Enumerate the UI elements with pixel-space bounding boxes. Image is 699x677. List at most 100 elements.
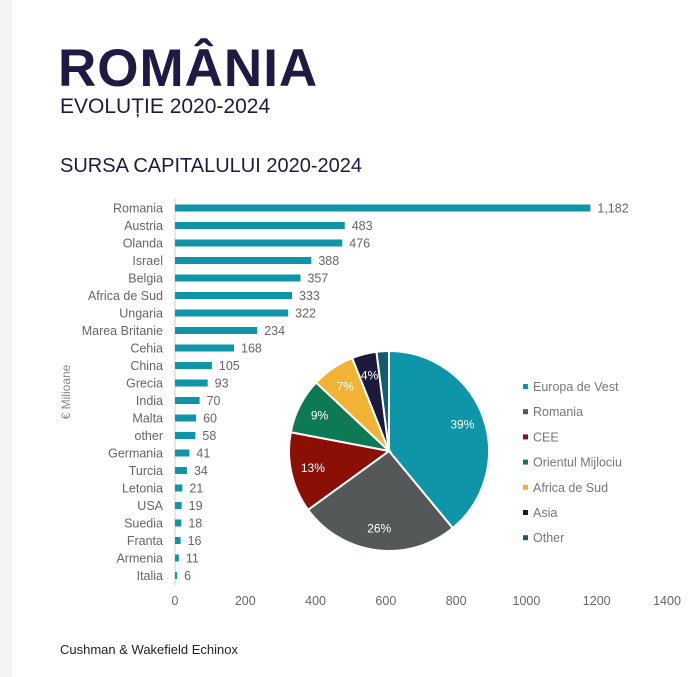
bar [175,414,197,422]
value-label: 1,182 [597,202,628,216]
bar [175,362,212,369]
pie-slice [306,449,455,552]
category-label: Cehia [130,342,163,356]
bar [175,379,208,387]
value-label: 388 [318,254,339,268]
category-label: India [136,394,163,408]
bar [175,309,289,317]
bar [175,502,182,509]
value-label: 168 [241,342,262,356]
pie-value-label: 7% [336,379,354,393]
value-label: 322 [295,307,316,321]
value-label: 483 [352,219,373,233]
x-tick-label: 1000 [513,594,541,608]
bar [175,554,179,562]
pie-value-label: 9% [311,409,329,423]
bar [175,327,258,334]
bar [175,397,200,404]
legend-label: Orientul Mijlociu [533,456,622,470]
category-label: Austria [124,219,163,233]
left-margin-strip [0,0,12,677]
legend-swatch [523,409,528,415]
bar [175,204,591,212]
chart-title: SURSA CAPITALULUI 2020-2024 [60,155,363,177]
category-label: Franta [127,534,163,548]
legend-label: Asia [533,506,557,520]
bar [175,484,183,492]
bar [175,449,190,457]
category-label: Africa de Sud [88,289,163,303]
value-label: 60 [203,412,217,426]
category-label: Malta [132,412,163,426]
category-label: Marea Britanie [82,324,163,338]
page-title: ROMÂNIA [58,39,319,98]
pie-value-label: 13% [301,461,325,475]
category-label: Ungaria [119,307,163,321]
category-label: Romania [113,202,163,216]
pie-slice [288,431,392,512]
bar [175,239,343,247]
x-tick-label: 1400 [653,594,681,608]
pie-value-label: 26% [367,521,391,535]
value-label: 21 [189,482,203,496]
value-label: 34 [194,464,208,478]
value-label: 58 [202,429,216,443]
y-axis-label: € Milioane [59,364,73,419]
value-label: 93 [215,377,229,391]
x-tick-label: 0 [172,594,179,608]
legend-swatch [523,535,528,541]
bar [175,519,182,527]
value-label: 6 [184,569,191,583]
pie-slice [375,349,390,452]
x-tick-label: 600 [375,594,396,608]
category-label: Grecia [126,377,163,391]
bar [175,537,181,544]
value-label: 19 [189,499,203,513]
bar [175,344,235,352]
pie-value-label: 4% [361,368,379,382]
legend-label: Europa de Vest [533,380,619,394]
pie-slice [388,349,490,530]
value-label: 333 [299,289,320,303]
x-tick-label: 1200 [583,594,611,608]
value-label: 357 [307,272,328,286]
category-label: USA [137,499,163,513]
legend-label: CEE [533,430,559,444]
category-label: Israel [132,254,163,268]
value-label: 105 [219,359,240,373]
value-label: 11 [186,552,199,566]
legend-swatch [523,510,528,515]
legend-swatch [523,384,528,389]
category-label: Olanda [123,237,163,251]
value-label: 16 [188,534,202,548]
pie-value-label: 39% [450,418,474,432]
legend-swatch [523,459,528,465]
category-label: Italia [137,569,163,583]
value-label: 476 [349,237,370,251]
legend-label: Other [533,531,564,545]
page-subtitle: EVOLUȚIE 2020-2024 [60,95,271,118]
bar [175,292,293,299]
bar [175,257,312,264]
category-label: Turcia [129,464,163,478]
x-tick-label: 400 [305,594,326,608]
bar [175,274,301,282]
bar [175,222,345,229]
value-label: 41 [196,447,210,461]
legend-label: Romania [533,405,583,419]
bar [175,467,187,474]
x-tick-label: 200 [235,594,256,608]
value-label: 70 [207,394,221,408]
category-label: China [130,359,163,373]
category-label: Belgia [128,272,163,286]
bar [175,432,196,439]
legend-label: Africa de Sud [533,481,608,495]
value-label: 234 [264,324,285,338]
legend-swatch [523,434,528,440]
bar [175,572,178,579]
legend-swatch [523,484,528,490]
category-label: other [135,429,164,443]
category-label: Germania [108,447,163,461]
category-label: Letonia [122,482,163,496]
